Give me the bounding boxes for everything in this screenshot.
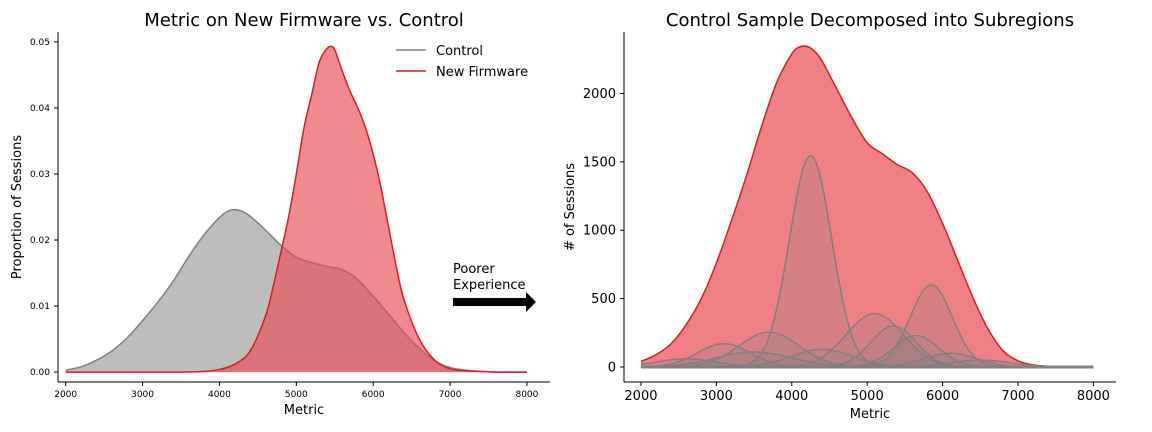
poorer-experience-annotation: Poorer Experience: [453, 262, 536, 312]
subregion-7-area: [640, 343, 1094, 367]
y-tick-label: 1000: [583, 224, 616, 239]
x-tick-label: 3000: [700, 389, 733, 404]
subregion-3-area: [640, 313, 1094, 367]
subregion-10-area: [640, 353, 1094, 367]
control-line: [65, 208, 527, 373]
x-tick-label: 2000: [54, 390, 77, 400]
total-line: [640, 45, 1094, 368]
annotation-line-1: Poorer: [453, 262, 495, 277]
x-tick-label: 2000: [624, 389, 657, 404]
x-tick-label: 6000: [926, 389, 959, 404]
annotation-line-2: Experience: [453, 278, 526, 293]
new-firmware-area: [65, 46, 527, 373]
left-chart: Metric on New Firmware vs. Control 2000 3…: [10, 10, 550, 418]
x-tick-label: 5000: [851, 389, 884, 404]
subregion-9-area: [640, 351, 1094, 367]
y-tick-label: 0.05: [30, 38, 50, 48]
right-plot-area: [640, 45, 1094, 369]
arrow-right-icon: [453, 292, 536, 312]
x-tick-label: 8000: [515, 390, 538, 400]
y-tick-label: 1500: [583, 155, 616, 170]
right-x-axis-ticks: 2000 3000 4000 5000 6000 7000 8000: [624, 382, 1110, 404]
left-y-axis-label: Proportion of Sessions: [10, 135, 25, 279]
x-tick-label: 5000: [285, 390, 308, 400]
y-tick-label: 0.03: [30, 170, 50, 180]
right-chart-title: Control Sample Decomposed into Subregion…: [666, 10, 1074, 31]
x-tick-label: 7000: [439, 390, 462, 400]
right-y-axis-ticks: 0 500 1000 1500 2000: [583, 87, 624, 375]
y-tick-label: 0.00: [30, 368, 50, 378]
total-area: [640, 45, 1094, 368]
legend-new-firmware-label: New Firmware: [436, 65, 528, 80]
legend: Control New Firmware: [396, 44, 528, 80]
x-tick-label: 4000: [775, 389, 808, 404]
left-plot-area: [65, 45, 527, 373]
y-tick-label: 0.04: [30, 104, 50, 114]
legend-control-label: Control: [436, 44, 483, 59]
right-chart: Control Sample Decomposed into Subregion…: [563, 10, 1116, 422]
left-y-axis-ticks: 0.00 0.01 0.02 0.03 0.04 0.05: [30, 38, 58, 378]
y-tick-label: 0.01: [30, 302, 50, 312]
left-chart-title: Metric on New Firmware vs. Control: [144, 10, 464, 31]
y-tick-label: 0: [608, 360, 616, 375]
left-x-axis-label: Metric: [284, 403, 324, 418]
x-tick-label: 7000: [1001, 389, 1034, 404]
x-tick-label: 6000: [362, 390, 385, 400]
y-tick-label: 500: [591, 292, 616, 307]
new-firmware-line: [65, 45, 527, 373]
x-tick-label: 4000: [208, 390, 231, 400]
right-y-axis-label: # of Sessions: [563, 163, 578, 251]
subregion-4-area: [640, 332, 1094, 367]
subregion-12-area: [640, 360, 1094, 367]
right-x-axis-label: Metric: [850, 407, 890, 422]
left-x-axis-ticks: 2000 3000 4000 5000 6000 7000 8000: [54, 382, 539, 400]
x-tick-label: 8000: [1077, 389, 1110, 404]
y-tick-label: 0.02: [30, 236, 50, 246]
y-tick-label: 2000: [583, 87, 616, 102]
x-tick-label: 3000: [131, 390, 154, 400]
subregion-8-area: [640, 349, 1094, 367]
